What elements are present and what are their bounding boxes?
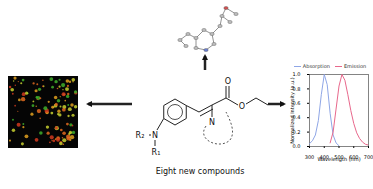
svg-text:R₁: R₁ (152, 148, 161, 157)
svg-text:0.8: 0.8 (292, 85, 301, 92)
svg-text:0.0: 0.0 (292, 143, 301, 150)
svg-text:700: 700 (364, 154, 373, 160)
svg-text:O: O (225, 77, 231, 86)
svg-text:Wavelength (nm): Wavelength (nm) (317, 156, 360, 163)
svg-text:N: N (152, 131, 158, 140)
svg-text:Eight new compounds: Eight new compounds (156, 167, 245, 176)
svg-text:0.2: 0.2 (292, 128, 301, 135)
svg-text:300: 300 (305, 154, 315, 160)
html-text:Absorption: Absorption (302, 63, 330, 69)
svg-text:1.0: 1.0 (293, 71, 301, 77)
svg-text:R₂: R₂ (136, 131, 145, 140)
svg-text:Normalized Intensity (a.u.): Normalized Intensity (a.u.) (289, 77, 296, 144)
svg-text:O: O (239, 102, 245, 111)
svg-text:0.6: 0.6 (292, 99, 301, 106)
svg-text:0.4: 0.4 (292, 114, 301, 121)
html-text:Emission: Emission (343, 63, 367, 69)
svg-text:N: N (209, 118, 215, 127)
